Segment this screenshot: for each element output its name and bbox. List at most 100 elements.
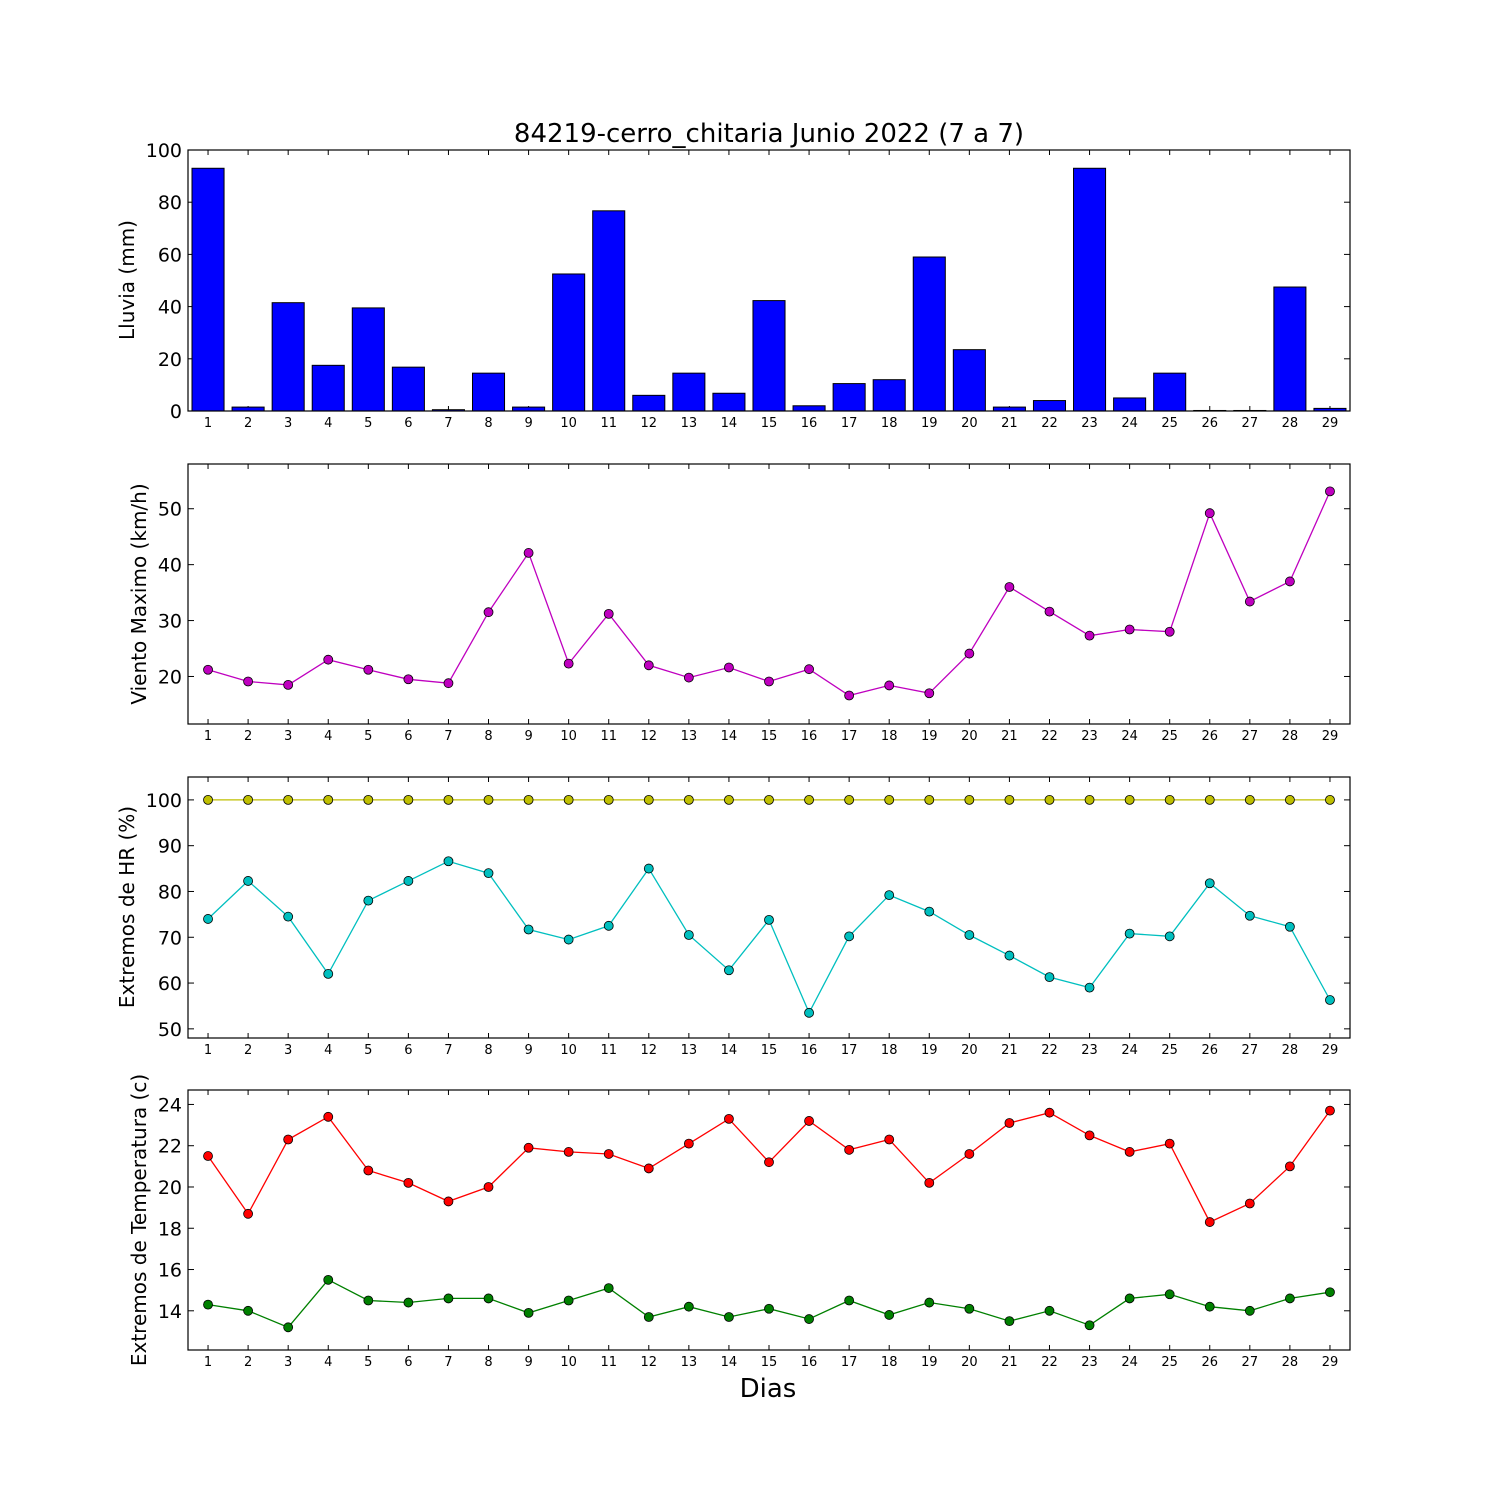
humidity-xtick-label: 20	[961, 1043, 978, 1058]
humidity-point	[1124, 794, 1135, 805]
humidity-xtick-label: 29	[1322, 1043, 1339, 1058]
humidity-point	[1204, 878, 1215, 889]
rain-bar	[592, 210, 626, 412]
temperature-point	[1284, 1161, 1295, 1172]
humidity-point	[363, 895, 374, 906]
rain-bar	[1032, 400, 1067, 412]
rain-bar	[1153, 372, 1187, 412]
rain-ytick-label: 60	[158, 244, 182, 266]
temperature-xtick-label: 18	[881, 1355, 898, 1370]
wind-xtick-label: 14	[721, 729, 738, 744]
temperature-xtick-label: 2	[244, 1355, 252, 1370]
temperature-point	[724, 1113, 734, 1124]
wind-point	[323, 654, 334, 665]
rain-bar	[1113, 397, 1147, 412]
x-axis-label: Dias	[740, 1374, 797, 1404]
humidity-xtick-label: 2	[244, 1043, 252, 1058]
wind-xtick-label: 28	[1282, 729, 1299, 744]
temperature-xtick-label: 23	[1081, 1355, 1098, 1370]
wind-xtick-label: 20	[961, 729, 978, 744]
rain-ytick-label: 40	[158, 297, 182, 319]
humidity-point	[363, 794, 374, 805]
temperature-xtick-label: 3	[284, 1355, 292, 1370]
temperature-point	[203, 1151, 213, 1161]
rain-xtick-label: 5	[364, 416, 372, 431]
temperature-y-axis-label: Extremos de Temperatura (c)	[127, 1074, 151, 1366]
temperature-xtick-label: 15	[761, 1355, 778, 1370]
wind-xtick-label: 26	[1201, 729, 1218, 744]
rain-bar	[672, 372, 706, 412]
humidity-point	[483, 868, 494, 879]
wind-xtick-label: 24	[1121, 729, 1138, 744]
temperature-xtick-label: 7	[444, 1355, 452, 1370]
humidity-xtick-label: 27	[1242, 1043, 1259, 1058]
humidity-point	[243, 876, 254, 886]
humidity-point	[203, 914, 213, 924]
humidity-point	[1084, 794, 1095, 805]
humidity-point	[483, 794, 494, 805]
temperature-point	[1124, 1293, 1135, 1304]
humidity-xtick-label: 26	[1201, 1043, 1218, 1058]
temperature-point	[283, 1134, 294, 1145]
temperature-point	[724, 1312, 734, 1322]
wind-point	[523, 548, 534, 558]
wind-point	[964, 648, 975, 659]
temperature-point	[964, 1149, 975, 1159]
temperature-point	[643, 1163, 654, 1174]
temperature-point	[1164, 1138, 1175, 1149]
humidity-point	[563, 794, 574, 805]
humidity-point	[243, 794, 254, 805]
temperature-point	[243, 1208, 254, 1219]
temperature-point	[1044, 1305, 1055, 1316]
humidity-xtick-label: 3	[284, 1043, 292, 1058]
wind-point	[1325, 486, 1335, 497]
humidity-point	[1004, 794, 1015, 805]
rain-bar	[912, 256, 946, 412]
wind-point	[804, 664, 814, 675]
wind-point	[884, 680, 895, 691]
temperature-xtick-label: 29	[1322, 1355, 1339, 1370]
humidity-point	[924, 906, 935, 917]
humidity-point	[643, 863, 654, 874]
temperature-xtick-label: 27	[1242, 1355, 1259, 1370]
wind-xtick-label: 5	[364, 729, 372, 744]
wind-xtick-label: 6	[404, 729, 412, 744]
temperature-point	[844, 1144, 855, 1155]
chart-title: 84219-cerro_chitaria Junio 2022 (7 a 7)	[514, 119, 1024, 149]
temperature-xtick-label: 11	[600, 1355, 617, 1370]
humidity-point	[724, 965, 734, 976]
rain-xtick-label: 10	[560, 416, 577, 431]
humidity-point	[323, 794, 334, 805]
temperature-point	[1004, 1118, 1015, 1128]
temperature-point	[443, 1196, 454, 1207]
humidity-point	[523, 924, 534, 935]
humidity-point	[443, 794, 454, 805]
temperature-ytick-label: 16	[158, 1260, 182, 1282]
temperature-point	[523, 1307, 534, 1318]
temperature-xtick-label: 16	[801, 1355, 818, 1370]
humidity-point	[844, 931, 855, 942]
humidity-point	[1325, 794, 1335, 805]
temperature-point	[483, 1293, 494, 1304]
temperature-xtick-label: 13	[681, 1355, 698, 1370]
rain-xtick-label: 13	[681, 416, 698, 431]
humidity-ytick-label: 60	[158, 973, 182, 995]
temperature-ytick-label: 22	[158, 1136, 182, 1158]
wind-point	[1204, 508, 1215, 519]
wind-point	[1124, 624, 1135, 635]
temperature-point	[363, 1165, 374, 1176]
temperature-xtick-label: 21	[1001, 1355, 1018, 1370]
rain-xtick-label: 8	[484, 416, 492, 431]
rain-bar	[632, 394, 666, 412]
humidity-point	[1044, 972, 1055, 982]
rain-xtick-label: 23	[1081, 416, 1098, 431]
humidity-xtick-label: 28	[1282, 1043, 1299, 1058]
wind-point	[403, 674, 414, 685]
wind-point	[924, 688, 935, 699]
humidity-point	[403, 794, 414, 805]
